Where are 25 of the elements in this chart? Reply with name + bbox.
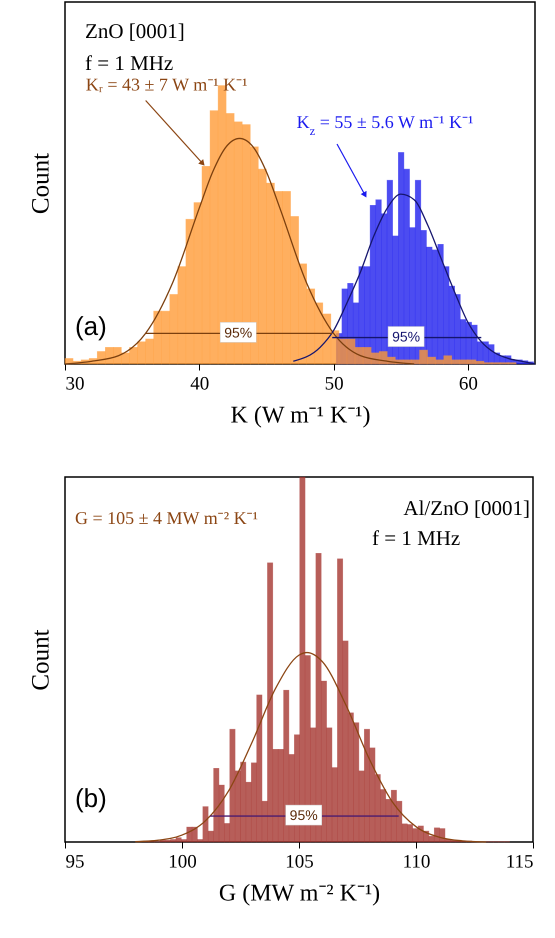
annotation: 95% — [224, 324, 252, 340]
text: ZnO [0001] — [85, 19, 185, 43]
x-tick-label: 100 — [168, 852, 197, 872]
x-axis-title: K (W m⁻¹ K⁻¹) — [230, 402, 370, 428]
x-tick-label: 40 — [190, 374, 210, 394]
annotation: f = 1 MHz — [372, 526, 460, 550]
x-tick-label: 95 — [66, 852, 84, 872]
x-axis-title: G (MW m⁻² K⁻¹) — [218, 880, 380, 906]
x-tick-label: 115 — [506, 852, 534, 872]
annotation: (b) — [75, 783, 107, 813]
x-tick-label: 60 — [458, 374, 478, 394]
x-tick-label: 105 — [285, 852, 314, 872]
annotation: 95% — [290, 807, 318, 824]
x-tick-label: 110 — [402, 852, 430, 872]
annotation: K$_{z}$ = 55 ± 5.6 W m⁻¹ K⁻¹ — [296, 112, 474, 138]
text: f = 1 MHz — [85, 51, 174, 75]
x-tick-label: 50 — [324, 374, 344, 394]
annotation: Kᵣ = 43 ± 7 W m⁻¹ K⁻¹ — [86, 74, 248, 95]
y-axis-title: Count — [28, 152, 54, 214]
annotation: Al/ZnO [0001] — [403, 496, 530, 520]
y-axis-title: Count — [28, 629, 54, 691]
annotation: (a) — [75, 311, 107, 341]
x-tick-label: 30 — [66, 374, 84, 394]
annotation: 95% — [392, 328, 420, 345]
annotation: G = 105 ± 4 MW m⁻² K⁻¹ — [75, 508, 258, 528]
